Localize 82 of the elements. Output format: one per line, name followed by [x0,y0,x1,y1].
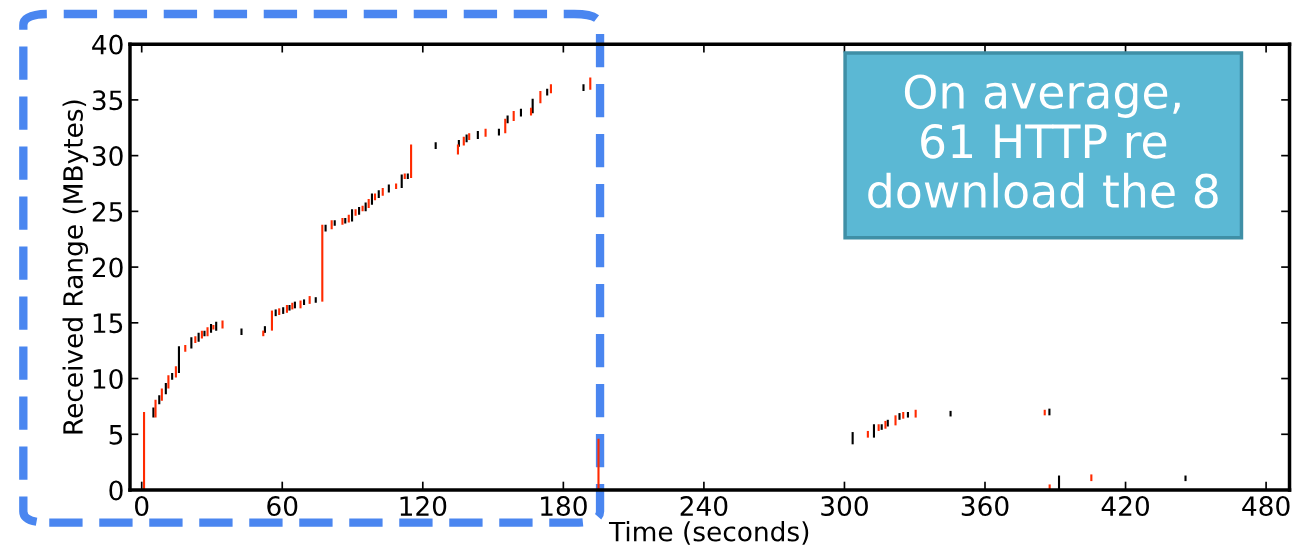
bar [906,411,909,418]
x-tick-label: 60 [267,496,298,516]
bar [476,131,479,139]
bar [302,299,306,305]
bar [240,328,243,336]
x-tick-label: 180 [541,496,587,516]
y-axis-title: Received Range (MBytes) [62,100,89,434]
bar [274,309,277,317]
bar [270,310,273,331]
bar [504,118,507,134]
bar [497,128,500,136]
bar [400,174,403,188]
bar [194,336,197,343]
y-tick-label: 5 [109,425,123,445]
x-tick-label: 0 [135,496,149,516]
bar [278,308,281,316]
bar [434,142,437,149]
bar [160,388,163,401]
bar [354,209,357,216]
bar [851,432,854,445]
bar [177,346,180,373]
bar [381,187,384,196]
bar [314,297,317,303]
bar [174,366,177,378]
bar [456,144,459,155]
bar [410,144,413,178]
x-tick-label: 120 [400,496,447,516]
bar [872,424,876,438]
x-tick-label: 420 [1101,496,1149,516]
bar [539,90,542,104]
bar [221,320,224,329]
bar [152,407,155,418]
bar [164,383,167,395]
bar [167,375,170,389]
x-tick-label: 300 [821,496,868,516]
bar [902,411,905,419]
bar [351,209,354,222]
bar [184,345,187,352]
x-tick-label: 360 [961,496,1009,516]
bar [1184,475,1187,482]
x-tick-label: 480 [1242,496,1290,516]
bar [142,411,146,491]
bar [171,372,174,380]
bar [898,413,901,420]
bar [333,220,336,226]
bar [299,300,302,309]
bar [512,111,515,122]
bar [582,84,585,91]
bar [549,84,552,94]
bar [263,326,266,333]
bar [190,337,193,349]
bar [377,190,380,198]
y-tick-label: 35 [92,90,123,111]
bar [395,183,398,190]
bar [519,108,522,117]
bar [484,128,487,137]
y-tick-label: 40 [92,34,123,55]
bar [321,224,324,302]
bar [597,438,600,491]
annotation: On average, 61 HTTP re download the 8 [868,74,1218,209]
x-tick-label: 240 [680,496,728,516]
bar [589,77,592,90]
bar [914,409,917,418]
y-tick-label: 10 [93,369,123,389]
y-tick-label: 0 [109,480,123,501]
bar [894,415,897,426]
bar [330,220,333,230]
bar [370,193,374,205]
bar [308,296,311,304]
bar [158,395,161,405]
bar [347,214,350,223]
bar [215,321,218,331]
bar [866,430,869,438]
bar [531,98,534,114]
bar [1090,474,1093,482]
bar [154,399,157,418]
y-tick-label: 20 [92,257,123,278]
y-tick-label: 30 [92,146,123,167]
x-axis-title: Time (seconds) [608,521,809,545]
y-tick-label: 15 [93,313,123,334]
bar [506,115,509,124]
y-tick-label: 25 [92,201,123,222]
